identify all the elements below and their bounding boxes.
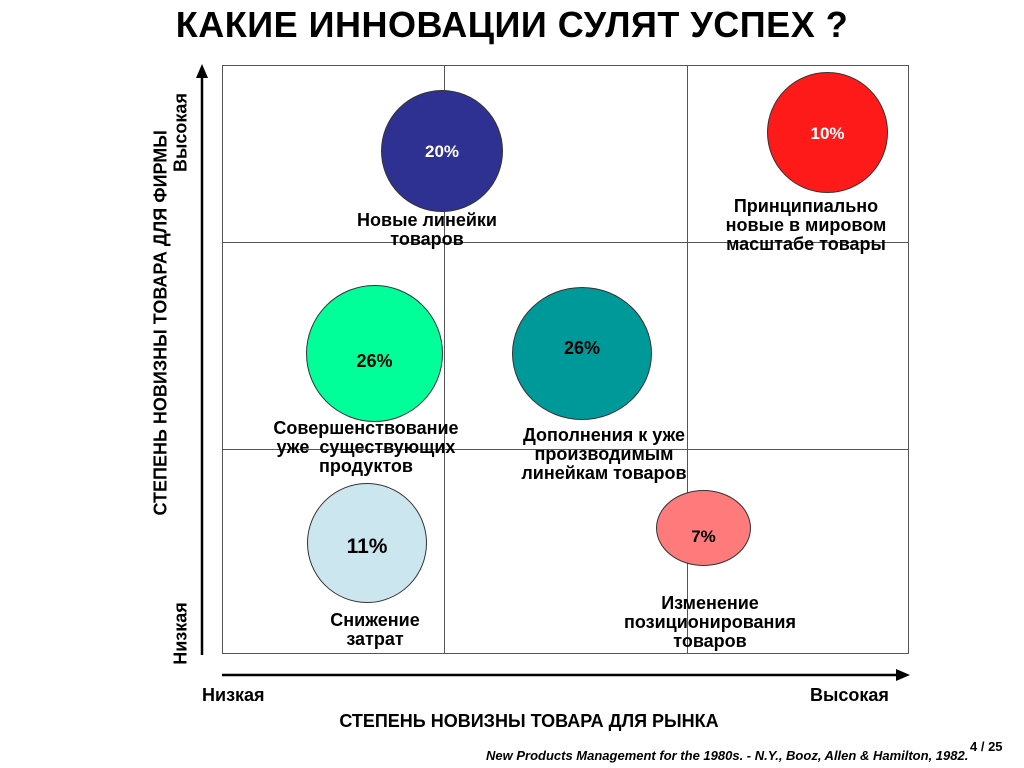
y-axis-title: СТЕПЕНЬ НОВИЗНЫ ТОВАРА ДЛЯ ФИРМЫ xyxy=(150,130,171,516)
bubble-value: 26% xyxy=(356,351,393,371)
bubble-additions-to-existing-lines: 26% xyxy=(512,287,652,420)
y-axis-low-label: Низкая xyxy=(170,602,191,665)
bubble-label-additions-to-existing-lines: Дополнения к уже производимым линейкам т… xyxy=(521,425,687,483)
bubble-value: 7% xyxy=(691,527,716,546)
grid-divider-vertical-1 xyxy=(444,65,445,654)
bubble-label-new-product-lines: Новые линейки товаров xyxy=(357,210,497,249)
bubble-value: 20% xyxy=(424,142,460,161)
bubble-new-product-lines: 20% xyxy=(381,90,503,212)
grid-divider-horizontal-2 xyxy=(222,449,909,450)
bubble-new-to-world-products: 10% xyxy=(767,72,888,193)
bubble-repositioning: 7% xyxy=(656,490,751,566)
page-title: КАКИЕ ИННОВАЦИИ СУЛЯТ УСПЕХ ? xyxy=(175,4,849,45)
bubble-cost-reductions: 11% xyxy=(307,483,427,603)
bubble-product-improvements: 26% xyxy=(306,285,443,422)
x-axis-high-label: Высокая xyxy=(810,685,889,705)
x-axis-low-label: Низкая xyxy=(202,685,265,705)
bubble-label-product-improvements: Совершенствование уже существующих проду… xyxy=(273,418,459,476)
grid-divider-horizontal-1 xyxy=(222,242,909,243)
bubble-label-cost-reductions: Снижение затрат xyxy=(330,610,420,649)
bubble-value: 26% xyxy=(563,338,601,358)
grid-divider-vertical-2 xyxy=(687,65,688,654)
bubble-value: 11% xyxy=(346,535,388,558)
bubble-value: 10% xyxy=(810,124,845,143)
bubble-label-new-to-world-products: Принципиально новые в мировом масштабе т… xyxy=(725,196,887,254)
matrix-grid xyxy=(222,65,909,654)
y-axis-high-label: Высокая xyxy=(170,93,191,172)
bubble-label-repositioning: Изменение позиционирования товаров xyxy=(624,593,796,651)
x-axis-title: СТЕПЕНЬ НОВИЗНЫ ТОВАРА ДЛЯ РЫНКА xyxy=(339,711,719,731)
page-number: 4 / 25 xyxy=(970,739,1003,754)
source-citation: New Products Management for the 1980s. -… xyxy=(486,748,969,763)
